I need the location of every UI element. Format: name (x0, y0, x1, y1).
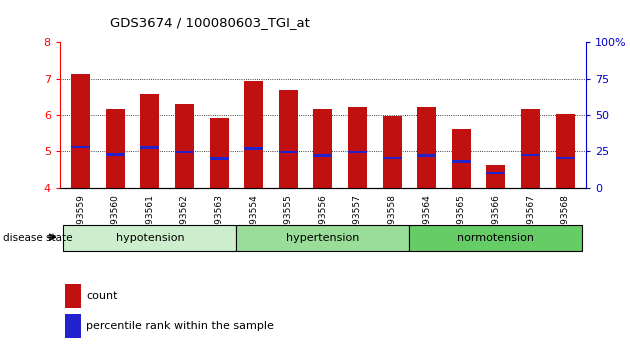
Bar (382, 116, 401, 188)
Text: disease state: disease state (3, 233, 72, 243)
Bar (278, 90, 298, 188)
Bar (175, 104, 194, 188)
Text: hypotension: hypotension (115, 233, 184, 243)
Bar (175, 151, 194, 153)
Bar (521, 154, 540, 156)
Bar (71, 74, 90, 188)
Bar (65, 284, 81, 308)
Bar (63, 225, 236, 251)
Bar (71, 146, 90, 148)
Bar (140, 94, 159, 188)
Bar (210, 157, 229, 160)
Bar (410, 225, 583, 251)
Text: GDS3674 / 100080603_TGI_at: GDS3674 / 100080603_TGI_at (110, 16, 310, 29)
Text: percentile rank within the sample: percentile rank within the sample (86, 321, 274, 331)
Bar (140, 147, 159, 149)
Bar (348, 107, 367, 188)
Bar (244, 81, 263, 188)
Bar (244, 147, 263, 150)
Bar (417, 154, 436, 157)
Bar (106, 153, 125, 155)
Bar (452, 129, 471, 188)
Bar (236, 225, 410, 251)
Bar (382, 156, 401, 159)
Bar (313, 109, 333, 188)
Text: count: count (86, 291, 118, 301)
Bar (486, 165, 505, 188)
Bar (278, 151, 298, 153)
Bar (486, 172, 505, 175)
Bar (65, 314, 81, 338)
Bar (556, 156, 575, 159)
Bar (106, 109, 125, 188)
Bar (348, 151, 367, 153)
Bar (521, 109, 540, 188)
Bar (556, 114, 575, 188)
Text: hypertension: hypertension (286, 233, 360, 243)
Text: normotension: normotension (457, 233, 534, 243)
Bar (210, 118, 229, 188)
Bar (417, 107, 436, 188)
Bar (313, 154, 333, 157)
Bar (452, 160, 471, 163)
